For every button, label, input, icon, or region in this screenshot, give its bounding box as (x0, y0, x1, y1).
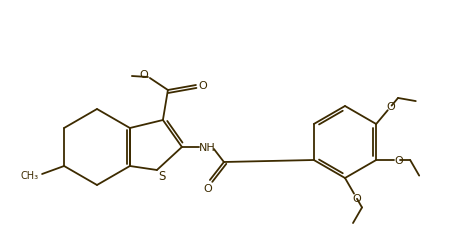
Text: O: O (203, 183, 212, 193)
Text: O: O (387, 102, 396, 112)
Text: O: O (352, 193, 361, 203)
Text: O: O (395, 156, 404, 165)
Text: CH₃: CH₃ (21, 170, 39, 180)
Text: O: O (140, 70, 148, 80)
Text: NH: NH (198, 142, 215, 152)
Text: S: S (158, 169, 166, 182)
Text: O: O (198, 81, 207, 91)
